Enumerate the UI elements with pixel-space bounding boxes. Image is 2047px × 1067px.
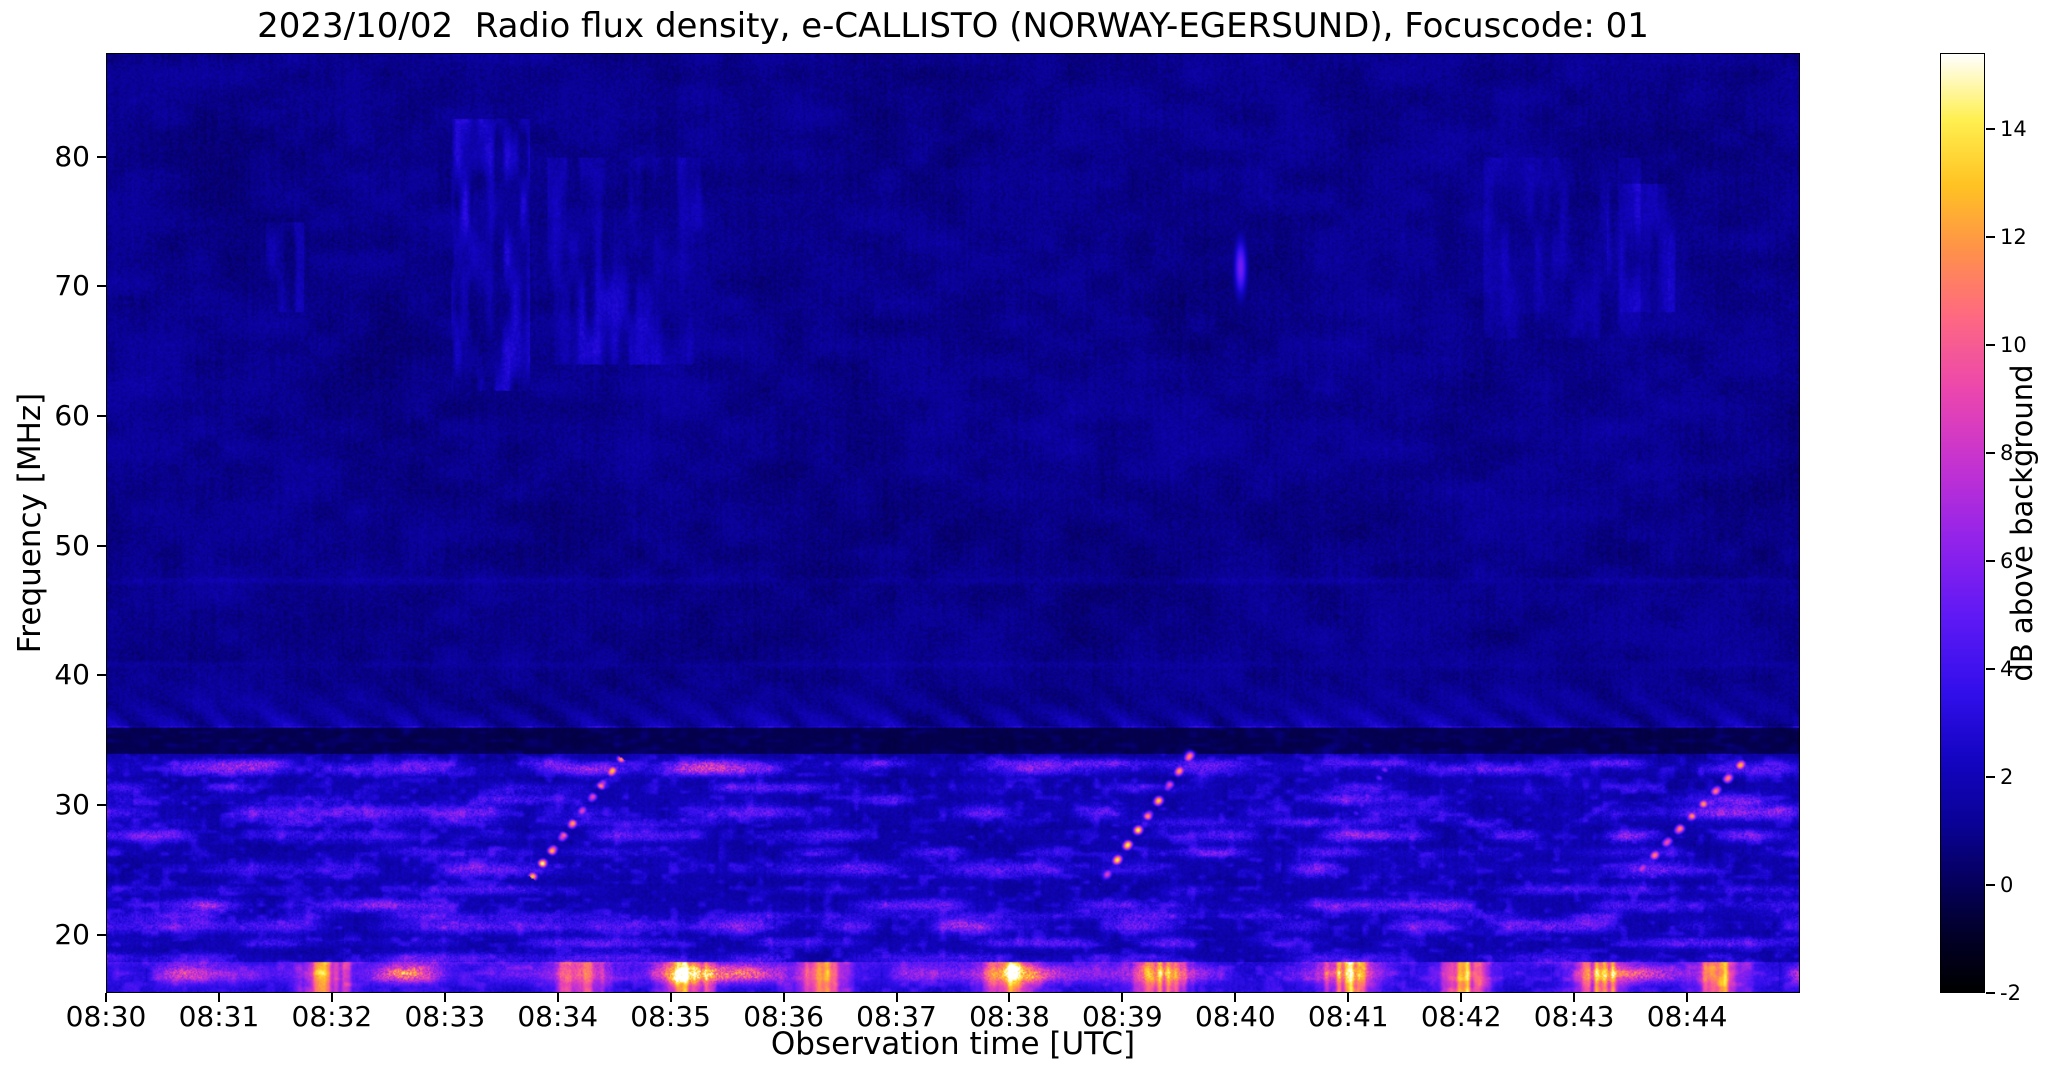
colorbar-tick-mark — [1986, 883, 1995, 886]
y-tick-mark — [97, 933, 106, 936]
x-tick-label: 08:32 — [291, 1000, 373, 1033]
x-tick-label: 08:39 — [1082, 1000, 1163, 1033]
colorbar-tick-mark — [1986, 992, 1995, 994]
y-tick-mark — [97, 674, 106, 677]
y-tick-mark — [97, 285, 106, 288]
x-tick-mark — [105, 993, 107, 1002]
x-tick-label: 08:37 — [856, 1000, 937, 1033]
x-tick-mark — [330, 993, 333, 1002]
colorbar-canvas — [1941, 54, 1984, 992]
x-tick-label: 08:34 — [517, 1000, 599, 1033]
colorbar-tick-mark — [1986, 343, 1995, 346]
colorbar-tick-mark — [1986, 667, 1995, 670]
y-tick-label: 30 — [54, 788, 90, 821]
x-tick-label: 08:35 — [630, 1000, 711, 1033]
x-tick-label: 08:33 — [404, 1000, 486, 1033]
y-tick-label: 50 — [54, 528, 90, 562]
colorbar-tick-label: 10 — [2000, 332, 2027, 357]
colorbar-tick-label: 8 — [2000, 440, 2014, 465]
x-tick-mark — [895, 993, 898, 1002]
y-tick-label: 40 — [54, 658, 90, 692]
x-tick-mark — [1008, 993, 1011, 1002]
x-tick-mark — [1234, 993, 1237, 1002]
spectrogram-plot — [106, 53, 1800, 993]
x-tick-mark — [556, 993, 559, 1002]
x-tick-label: 08:31 — [178, 1000, 260, 1033]
colorbar-tick-mark — [1986, 235, 1995, 238]
x-tick-mark — [1460, 993, 1463, 1002]
colorbar-tick-label: -2 — [2000, 981, 2021, 1005]
colorbar-tick-label: 2 — [2000, 764, 2014, 789]
x-tick-mark — [1121, 993, 1124, 1002]
colorbar-tick-label: 14 — [2000, 116, 2027, 141]
colorbar — [1940, 53, 1985, 993]
x-tick-mark — [669, 993, 672, 1002]
y-tick-mark — [97, 155, 106, 158]
x-tick-label: 08:30 — [65, 1000, 147, 1033]
x-axis-label: Observation time [UTC] — [770, 1026, 1136, 1062]
colorbar-label: dB above background — [2005, 364, 2039, 682]
x-tick-mark — [217, 993, 220, 1002]
x-tick-label: 08:43 — [1533, 1000, 1615, 1033]
x-tick-label: 08:40 — [1194, 1000, 1276, 1033]
colorbar-tick-label: 6 — [2000, 548, 2014, 573]
x-tick-label: 08:36 — [743, 1000, 824, 1033]
colorbar-tick-label: 0 — [2000, 872, 2014, 897]
chart-title: 2023/10/02 Radio flux density, e-CALLIST… — [257, 6, 1649, 46]
colorbar-tick-label: 12 — [2000, 224, 2027, 249]
x-tick-label: 08:41 — [1307, 1000, 1389, 1033]
y-tick-label: 20 — [54, 917, 90, 951]
colorbar-tick-mark — [1986, 127, 1995, 130]
y-tick-label: 70 — [54, 269, 90, 303]
x-tick-label: 08:38 — [969, 1000, 1050, 1033]
x-tick-mark — [1573, 993, 1576, 1002]
y-tick-label: 60 — [54, 399, 90, 433]
y-tick-mark — [97, 415, 106, 418]
y-tick-label: 80 — [54, 139, 90, 173]
x-tick-mark — [1686, 993, 1689, 1002]
spectrogram-canvas — [107, 54, 1799, 992]
x-tick-label: 08:42 — [1420, 1000, 1502, 1033]
colorbar-tick-mark — [1986, 451, 1995, 454]
colorbar-tick-mark — [1986, 559, 1995, 562]
x-tick-label: 08:44 — [1646, 1000, 1728, 1033]
colorbar-tick-mark — [1986, 775, 1995, 778]
x-tick-mark — [782, 993, 785, 1002]
y-tick-mark — [97, 804, 106, 806]
x-tick-mark — [1347, 993, 1350, 1002]
colorbar-tick-label: 4 — [2000, 656, 2014, 681]
y-tick-mark — [97, 544, 106, 547]
x-tick-mark — [443, 993, 446, 1002]
